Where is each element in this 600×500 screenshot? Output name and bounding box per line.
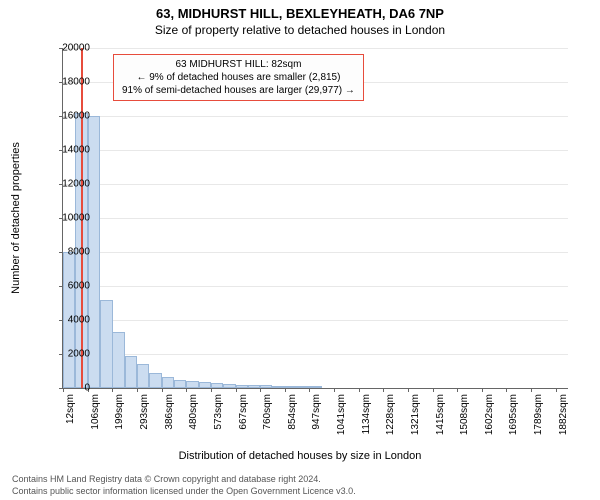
x-tick-mark xyxy=(556,388,557,392)
x-tick-mark xyxy=(383,388,384,392)
x-tick-label: 667sqm xyxy=(238,394,249,430)
x-tick-label: 1695sqm xyxy=(508,394,519,435)
histogram-bar xyxy=(272,386,284,388)
grid-line xyxy=(63,320,568,321)
histogram-bar xyxy=(149,373,161,388)
grid-line xyxy=(63,48,568,49)
grid-line xyxy=(63,150,568,151)
x-tick-mark xyxy=(482,388,483,392)
x-tick-mark xyxy=(211,388,212,392)
y-tick-label: 18000 xyxy=(50,77,90,88)
histogram-bar xyxy=(137,364,149,388)
x-tick-label: 106sqm xyxy=(90,394,101,430)
x-tick-label: 1228sqm xyxy=(385,394,396,435)
annotation-line1: 63 MIDHURST HILL: 82sqm xyxy=(122,58,355,71)
histogram-bar xyxy=(100,300,112,388)
x-tick-label: 1602sqm xyxy=(484,394,495,435)
histogram-bar xyxy=(211,383,223,388)
x-tick-mark xyxy=(457,388,458,392)
y-tick-label: 20000 xyxy=(50,43,90,54)
footer-licence: Contains public sector information licen… xyxy=(12,486,356,496)
x-tick-label: 386sqm xyxy=(164,394,175,430)
y-tick-label: 10000 xyxy=(50,213,90,224)
x-tick-mark xyxy=(260,388,261,392)
x-tick-label: 293sqm xyxy=(139,394,150,430)
annotation-line3: 91% of semi-detached houses are larger (… xyxy=(122,84,355,97)
histogram-bar xyxy=(236,385,248,388)
x-tick-mark xyxy=(531,388,532,392)
x-tick-label: 760sqm xyxy=(262,394,273,430)
chart-subtitle: Size of property relative to detached ho… xyxy=(0,21,600,37)
x-tick-label: 12sqm xyxy=(65,394,76,424)
x-tick-mark xyxy=(137,388,138,392)
x-tick-mark xyxy=(334,388,335,392)
grid-line xyxy=(63,286,568,287)
plot-area: 63 MIDHURST HILL: 82sqm ← 9% of detached… xyxy=(62,48,568,389)
x-tick-label: 854sqm xyxy=(287,394,298,430)
y-tick-label: 4000 xyxy=(50,315,90,326)
grid-line xyxy=(63,354,568,355)
histogram-bar xyxy=(223,384,235,388)
x-tick-mark xyxy=(186,388,187,392)
x-tick-label: 947sqm xyxy=(311,394,322,430)
annotation-box: 63 MIDHURST HILL: 82sqm ← 9% of detached… xyxy=(113,54,364,101)
x-tick-label: 199sqm xyxy=(114,394,125,430)
x-tick-label: 480sqm xyxy=(188,394,199,430)
grid-line xyxy=(63,184,568,185)
y-tick-label: 16000 xyxy=(50,111,90,122)
x-tick-mark xyxy=(506,388,507,392)
x-tick-label: 573sqm xyxy=(213,394,224,430)
x-tick-label: 1882sqm xyxy=(558,394,569,435)
x-tick-mark xyxy=(285,388,286,392)
x-tick-mark xyxy=(433,388,434,392)
y-tick-label: 6000 xyxy=(50,281,90,292)
grid-line xyxy=(63,218,568,219)
histogram-bar xyxy=(260,385,272,388)
x-tick-label: 1134sqm xyxy=(361,394,372,434)
grid-line xyxy=(63,116,568,117)
x-tick-label: 1508sqm xyxy=(459,394,470,435)
histogram-bar xyxy=(162,377,174,388)
x-tick-mark xyxy=(112,388,113,392)
annotation-line2: ← 9% of detached houses are smaller (2,8… xyxy=(122,71,355,84)
x-axis-label: Distribution of detached houses by size … xyxy=(0,450,600,462)
y-tick-label: 12000 xyxy=(50,179,90,190)
y-tick-label: 14000 xyxy=(50,145,90,156)
y-tick-label: 8000 xyxy=(50,247,90,258)
x-tick-label: 1041sqm xyxy=(336,394,347,435)
y-tick-label: 2000 xyxy=(50,349,90,360)
x-tick-label: 1789sqm xyxy=(533,394,544,435)
histogram-bar xyxy=(174,380,186,388)
grid-line xyxy=(63,252,568,253)
histogram-bar xyxy=(186,381,198,388)
x-tick-mark xyxy=(309,388,310,392)
histogram-bar xyxy=(297,386,309,388)
histogram-bar xyxy=(112,332,124,388)
histogram-bar xyxy=(285,386,297,388)
histogram-bar xyxy=(125,356,137,388)
x-tick-mark xyxy=(408,388,409,392)
histogram-bar xyxy=(199,382,211,388)
histogram-bar xyxy=(248,385,260,388)
x-tick-label: 1415sqm xyxy=(435,394,446,435)
x-tick-mark xyxy=(236,388,237,392)
y-axis-label: Number of detached properties xyxy=(10,142,22,294)
histogram-bar xyxy=(309,386,321,388)
x-tick-label: 1321sqm xyxy=(410,394,421,435)
x-tick-mark xyxy=(162,388,163,392)
chart-container: 63, MIDHURST HILL, BEXLEYHEATH, DA6 7NP … xyxy=(0,0,600,500)
footer-copyright: Contains HM Land Registry data © Crown c… xyxy=(12,474,321,484)
x-tick-mark xyxy=(359,388,360,392)
y-tick-label: 0 xyxy=(50,383,90,394)
chart-title: 63, MIDHURST HILL, BEXLEYHEATH, DA6 7NP xyxy=(0,0,600,21)
